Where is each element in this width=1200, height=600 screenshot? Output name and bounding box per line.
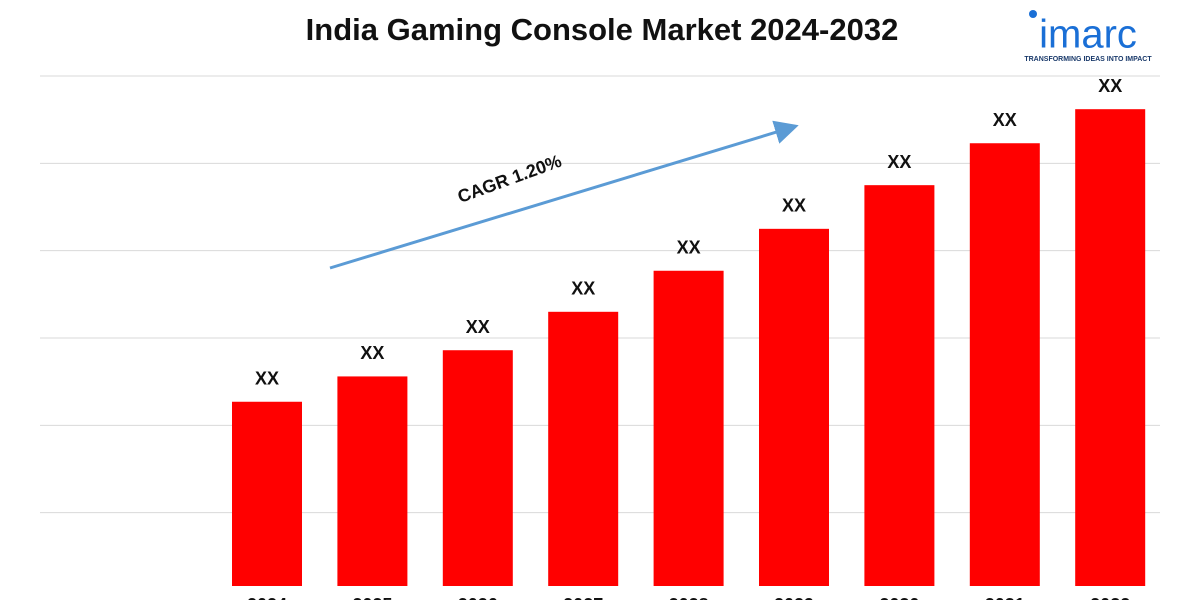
logo-tagline: TRANSFORMING IDEAS INTO IMPACT bbox=[1024, 56, 1152, 63]
x-tick-label: 2025 bbox=[352, 595, 392, 600]
x-tick-label: 2031 bbox=[985, 595, 1025, 600]
bar bbox=[337, 376, 408, 586]
value-label: XX bbox=[466, 317, 490, 337]
x-tick-label: 2024 bbox=[247, 595, 287, 600]
x-tick-label: 2030 bbox=[879, 595, 919, 600]
logo-dot bbox=[1029, 10, 1037, 18]
value-label: XX bbox=[887, 152, 911, 172]
x-tick-label: 2026 bbox=[458, 595, 498, 600]
x-tick-label: 2029 bbox=[774, 595, 814, 600]
bar bbox=[653, 270, 724, 586]
value-label: XX bbox=[993, 110, 1017, 130]
bar bbox=[759, 228, 829, 587]
value-label: XX bbox=[782, 196, 806, 216]
value-label: XX bbox=[677, 238, 701, 258]
bar bbox=[442, 350, 513, 586]
x-tick-label: 2032 bbox=[1090, 595, 1130, 600]
value-label: XX bbox=[255, 369, 279, 389]
bar bbox=[969, 143, 1040, 586]
cagr-arrow bbox=[329, 120, 799, 270]
x-tick-label: 2028 bbox=[669, 595, 709, 600]
bar bbox=[864, 185, 935, 586]
x-tick-label: 2027 bbox=[563, 595, 603, 600]
value-label: XX bbox=[360, 343, 384, 363]
chart-title: India Gaming Console Market 2024-2032 bbox=[306, 12, 899, 47]
logo-name: imarc bbox=[1039, 13, 1137, 57]
bar bbox=[548, 311, 619, 586]
bars: XX 2024 XX 2025 XX 2026 XX 2027 XX 2028 XX 2029 XX 20… bbox=[232, 76, 1146, 600]
bar bbox=[1075, 109, 1146, 586]
bar bbox=[232, 401, 302, 586]
value-label: XX bbox=[1098, 76, 1122, 96]
value-label: XX bbox=[571, 279, 595, 299]
